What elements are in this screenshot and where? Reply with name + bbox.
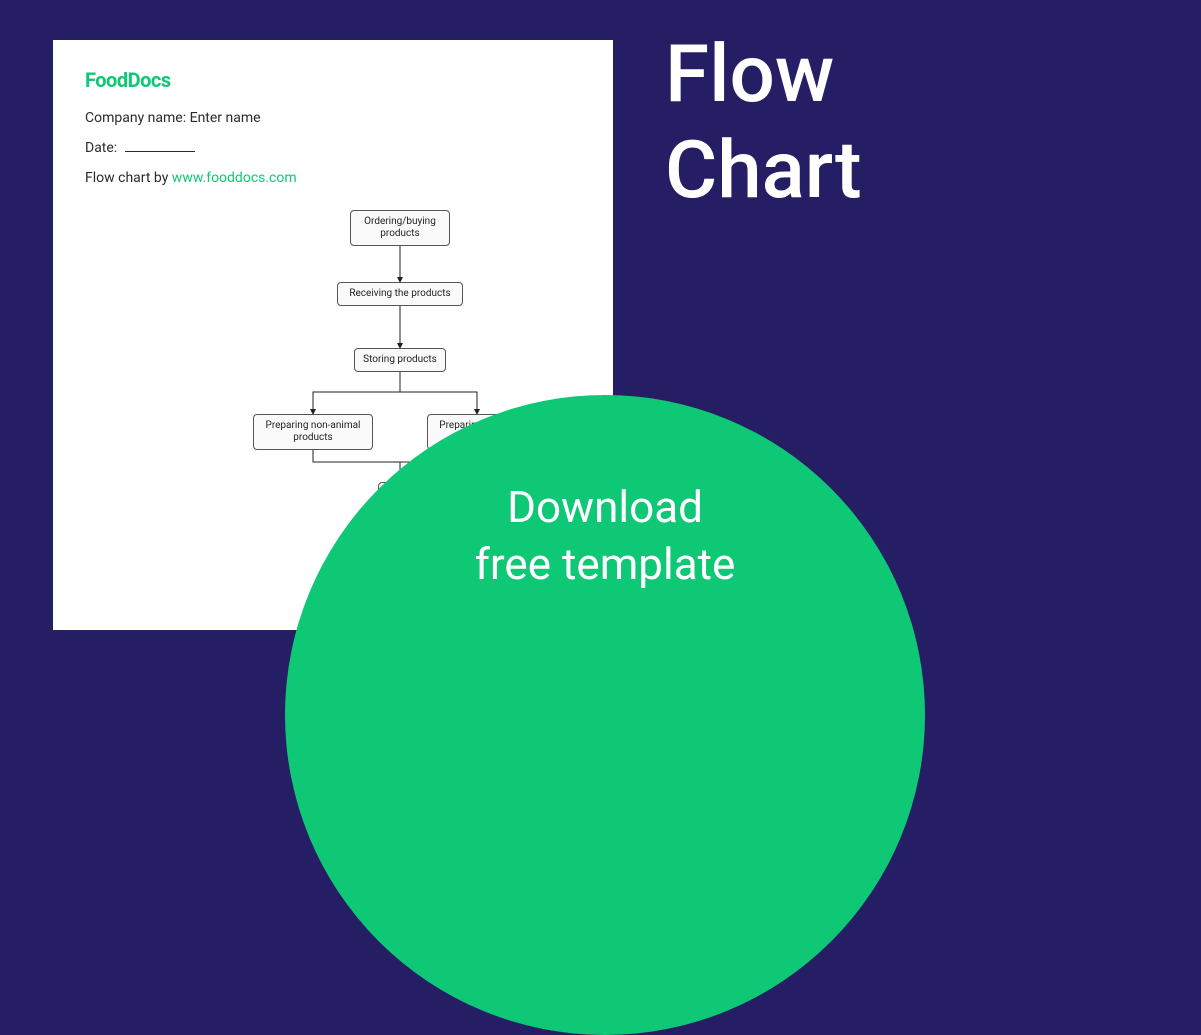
flowchart-node: Preparing non-animal products	[253, 414, 373, 450]
flowchart-node: Receiving the products	[337, 282, 463, 306]
date-field: Date:	[85, 140, 581, 156]
date-label: Date:	[85, 140, 117, 156]
page-title: Flow Chart	[665, 26, 862, 218]
cta-button[interactable]: Download free template	[285, 395, 925, 1035]
cta-line-1: Download	[507, 479, 703, 536]
byline: Flow chart by www.fooddocs.com	[85, 170, 581, 186]
date-underline	[125, 151, 195, 152]
title-line-1: Flow	[665, 26, 862, 122]
flowchart-node: Storing products	[354, 348, 446, 372]
flowchart-node: Ordering/buying products	[350, 210, 450, 246]
company-label: Company name:	[85, 110, 186, 126]
company-name-field: Company name: Enter name	[85, 110, 581, 126]
logo: FoodDocs	[85, 68, 581, 92]
company-value: Enter name	[190, 110, 261, 126]
byline-link[interactable]: www.fooddocs.com	[172, 170, 297, 186]
byline-prefix: Flow chart by	[85, 170, 172, 186]
title-line-2: Chart	[665, 122, 862, 218]
cta-line-2: free template	[475, 536, 736, 593]
